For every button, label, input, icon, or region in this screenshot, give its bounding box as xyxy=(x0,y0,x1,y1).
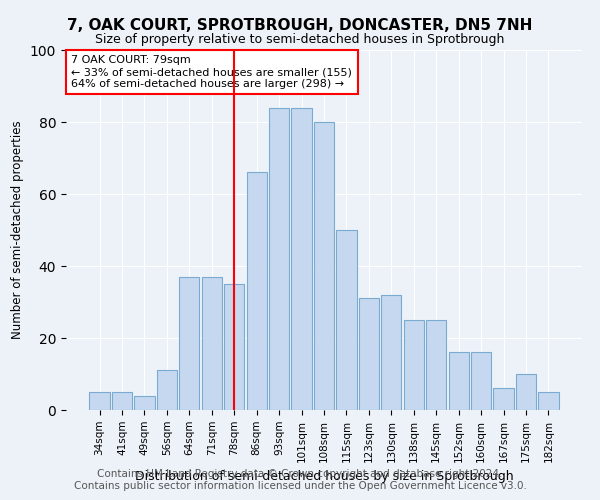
Bar xyxy=(449,352,469,410)
Text: 7 OAK COURT: 79sqm
← 33% of semi-detached houses are smaller (155)
64% of semi-d: 7 OAK COURT: 79sqm ← 33% of semi-detache… xyxy=(71,56,352,88)
Bar xyxy=(179,277,199,410)
Bar xyxy=(269,108,289,410)
Bar xyxy=(426,320,446,410)
Bar xyxy=(516,374,536,410)
Bar xyxy=(538,392,559,410)
Bar xyxy=(224,284,244,410)
Y-axis label: Number of semi-detached properties: Number of semi-detached properties xyxy=(11,120,25,340)
Bar xyxy=(202,277,222,410)
Bar xyxy=(112,392,132,410)
Bar xyxy=(337,230,356,410)
Bar xyxy=(314,122,334,410)
Bar xyxy=(134,396,155,410)
Bar xyxy=(247,172,267,410)
Bar xyxy=(381,295,401,410)
Bar xyxy=(157,370,177,410)
Bar xyxy=(493,388,514,410)
Bar xyxy=(471,352,491,410)
X-axis label: Distribution of semi-detached houses by size in Sprotbrough: Distribution of semi-detached houses by … xyxy=(134,470,514,483)
Text: Size of property relative to semi-detached houses in Sprotbrough: Size of property relative to semi-detach… xyxy=(95,32,505,46)
Text: 7, OAK COURT, SPROTBROUGH, DONCASTER, DN5 7NH: 7, OAK COURT, SPROTBROUGH, DONCASTER, DN… xyxy=(67,18,533,32)
Bar xyxy=(292,108,311,410)
Bar xyxy=(404,320,424,410)
Text: Contains HM Land Registry data © Crown copyright and database right 2024.
Contai: Contains HM Land Registry data © Crown c… xyxy=(74,470,526,491)
Bar xyxy=(359,298,379,410)
Bar xyxy=(89,392,110,410)
